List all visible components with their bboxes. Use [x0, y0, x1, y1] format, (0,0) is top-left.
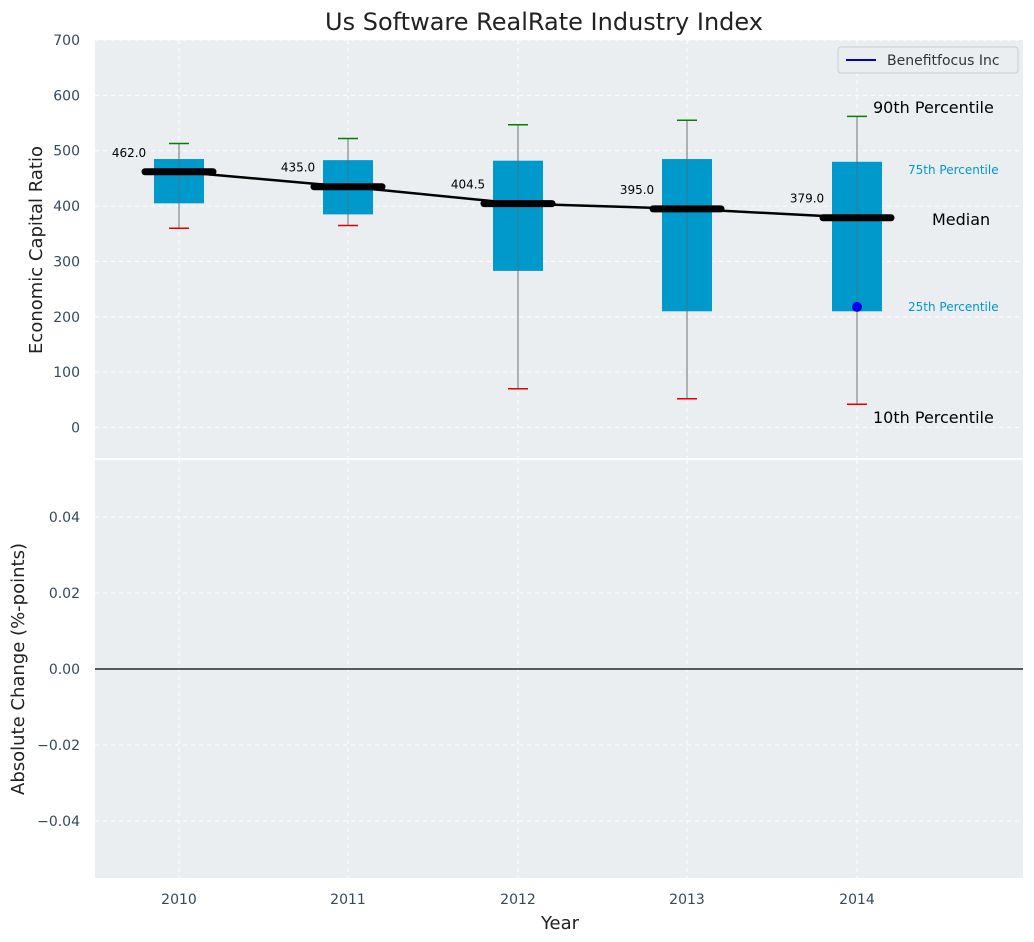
bottom-y-tick-label: 0.04 — [49, 510, 80, 526]
median-value-label: 395.0 — [620, 183, 654, 197]
median-value-label: 435.0 — [281, 161, 315, 175]
bottom-y-tick-label: −0.04 — [37, 814, 80, 830]
top-panel-boxes — [154, 115, 882, 406]
top-panel-median-labels: 462.0 435.0 404.5 395.0 379.0 — [112, 146, 824, 206]
p25-annotation: 25th Percentile — [908, 300, 999, 314]
top-y-tick-label: 300 — [53, 254, 80, 270]
top-y-tick-label: 700 — [53, 33, 80, 49]
x-tick-label: 2013 — [669, 892, 705, 908]
top-y-tick-label: 600 — [53, 88, 80, 104]
x-tick-label: 2011 — [330, 892, 366, 908]
company-marker-point — [852, 301, 862, 312]
p10-annotation: 10th Percentile — [873, 408, 994, 427]
top-y-tick-label: 100 — [53, 365, 80, 381]
median-annotation: Median — [932, 210, 990, 229]
p90-annotation: 90th Percentile — [873, 98, 994, 117]
legend-entry-label: Benefitfocus Inc — [887, 53, 1000, 69]
top-y-axis-label: Economic Capital Ratio — [26, 146, 47, 354]
top-y-tick-label: 500 — [53, 144, 80, 160]
median-value-label: 379.0 — [790, 192, 824, 206]
top-panel-y-ticks: 0 100 200 300 400 500 600 700 — [53, 33, 80, 437]
x-tick-label: 2010 — [161, 892, 197, 908]
bottom-panel-y-ticks: 0.04 0.02 0.00 −0.02 −0.04 — [37, 510, 80, 830]
top-y-tick-label: 200 — [53, 310, 80, 326]
bottom-y-axis-label: Absolute Change (%-points) — [8, 543, 29, 795]
bottom-y-tick-label: 0.00 — [49, 662, 80, 678]
top-panel-median-trend — [141, 168, 895, 312]
x-axis-label: Year — [540, 913, 580, 934]
top-y-tick-label: 0 — [71, 421, 80, 437]
p75-annotation: 75th Percentile — [908, 163, 999, 177]
x-axis-ticks: 2010 2011 2012 2013 2014 — [161, 892, 875, 908]
median-value-label: 404.5 — [451, 178, 485, 192]
median-value-label: 462.0 — [112, 146, 146, 160]
chart-title: Us Software RealRate Industry Index — [325, 8, 763, 36]
bottom-y-tick-label: −0.02 — [37, 738, 80, 754]
x-tick-label: 2012 — [500, 892, 536, 908]
x-tick-label: 2014 — [839, 892, 875, 908]
top-panel-annotations: 90th Percentile 75th Percentile Median 2… — [873, 98, 999, 427]
legend-box — [837, 46, 1019, 74]
bottom-y-tick-label: 0.02 — [49, 586, 80, 602]
legend: Benefitfocus Inc — [837, 46, 1019, 74]
top-y-tick-label: 400 — [53, 199, 80, 215]
